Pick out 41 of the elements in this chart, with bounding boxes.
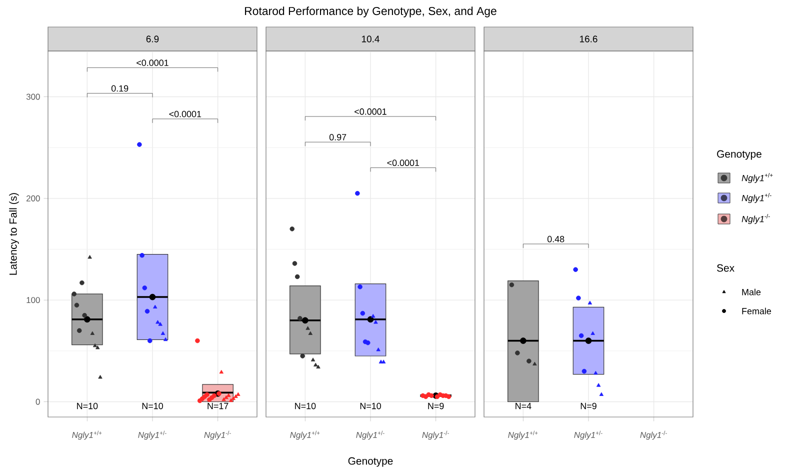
chart-subtitle: 10.4 [362,36,380,42]
y-tick-label: 100 [26,297,40,304]
category-label: Ngly1$^{-/-}$ [742,214,770,224]
x-tick-label: Ngly1$^{+/-}$ [138,430,166,440]
annotation: N=9 [428,402,444,410]
y-tick-label: 200 [26,195,40,202]
annotation: N=10 [77,402,98,410]
annotation: N=17 [208,402,228,410]
annotation: N=9 [580,402,596,410]
text: Male [742,288,761,296]
annotation: N=4 [516,402,532,410]
annotation: <0.0001 [169,110,202,118]
chart-title: Rotarod Performance by Genotype, Sex, and Age [245,6,496,18]
x-tick-label: Ngly1$^{-/-}$ [422,430,449,440]
text: Female [742,308,772,314]
category-label: Ngly1$^{+/+}$ [742,172,773,183]
chart-subtitle: 16.6 [580,36,598,42]
x-tick-label: Ngly1$^{+/+}$ [508,430,538,440]
annotation: 0.97 [329,134,346,140]
annotation: <0.0001 [354,108,386,115]
y-tick-label: 300 [26,94,40,100]
y-axis-title: Latency to Fall (s) [9,193,19,275]
annotation: <0.0001 [136,60,168,66]
annotation: 0.48 [547,236,564,242]
annotation: N=10 [142,402,163,410]
x-tick-label: Ngly1$^{+/-}$ [356,430,384,440]
y-tick-label: 0 [36,398,40,405]
annotation: <0.0001 [387,160,420,166]
category-label: Ngly1$^{+/-}$ [742,192,772,203]
legend-title: Sex [717,264,734,272]
annotation: N=10 [360,402,381,410]
x-tick-label: Ngly1$^{+/+}$ [290,430,320,440]
chart-subtitle: 6.9 [146,36,159,42]
x-axis-title: Genotype [348,457,393,467]
annotation: N=10 [295,402,316,410]
text: Genotype [717,150,762,160]
x-tick-label: Ngly1$^{+/-}$ [574,430,602,440]
x-tick-label: Ngly1$^{-/-}$ [204,430,231,440]
x-tick-label: Ngly1$^{-/-}$ [640,430,667,440]
x-tick-label: Ngly1$^{+/+}$ [72,430,102,440]
annotation: 0.19 [111,85,128,92]
